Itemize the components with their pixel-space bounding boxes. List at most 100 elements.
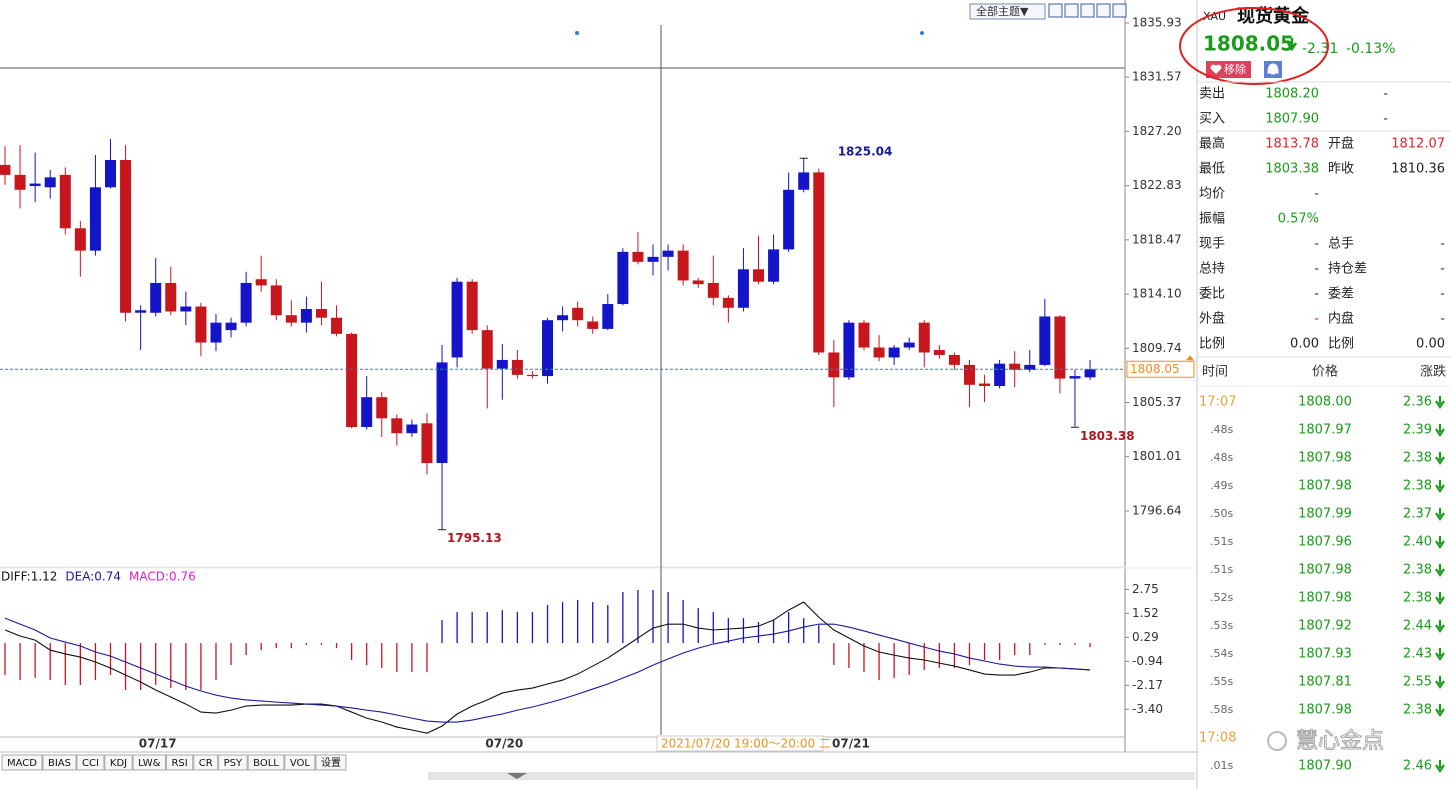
indicator-tab-label[interactable]: CR xyxy=(199,758,213,769)
tick-change: 2.38 xyxy=(1403,703,1432,718)
price-change: -2.31 xyxy=(1302,41,1338,57)
tick-change: 2.39 xyxy=(1403,423,1432,438)
toolbar-icon[interactable] xyxy=(1080,3,1095,18)
indicator-tab[interactable] xyxy=(132,754,166,771)
y-tick-label: 2.75 xyxy=(1132,582,1159,596)
tick-time: .48s xyxy=(1210,451,1233,464)
indicator-tab-label[interactable]: LW& xyxy=(138,758,161,769)
last-price: 1808.05 xyxy=(1203,32,1294,56)
scroll-arrow[interactable] xyxy=(507,773,527,779)
indicator-tab-label[interactable]: CCI xyxy=(82,758,99,769)
indicator-tab-label[interactable]: KDJ xyxy=(110,758,127,769)
candle-body xyxy=(979,383,991,387)
indicator-tab-label[interactable]: RSI xyxy=(171,758,187,769)
indicator-line xyxy=(4,601,1091,734)
candle-body xyxy=(526,374,538,377)
indicator-tab[interactable] xyxy=(165,754,194,771)
field-value: - xyxy=(1440,287,1445,302)
tick-time: .52s xyxy=(1210,591,1233,604)
candle-body xyxy=(406,424,418,434)
candle-body xyxy=(1069,376,1081,379)
y-tick-label: 1827.20 xyxy=(1132,124,1182,138)
scrollbar[interactable] xyxy=(428,772,1195,780)
field-label: 均价 xyxy=(1199,187,1225,202)
x-tick-label: 07/17 xyxy=(139,737,177,751)
tick-change: 2.38 xyxy=(1403,479,1432,494)
field-value: 1810.36 xyxy=(1391,162,1445,177)
field-label: 买入 xyxy=(1199,112,1225,127)
candle-body xyxy=(617,251,629,305)
tick-arrow xyxy=(1435,592,1445,605)
indicator-readout: DIFF:1.12 xyxy=(1,570,57,584)
field-value: 1807.90 xyxy=(1265,112,1319,127)
candle-body xyxy=(89,187,101,251)
indicator-tab[interactable] xyxy=(42,754,77,771)
remove-button-label[interactable]: 移除 xyxy=(1224,62,1246,76)
event-dot xyxy=(920,31,924,35)
candle-body xyxy=(768,249,780,282)
indicator-tab[interactable] xyxy=(315,754,347,771)
indicator-tab[interactable] xyxy=(1,754,43,771)
tick-price: 1807.98 xyxy=(1298,591,1352,606)
candle-body xyxy=(120,159,132,313)
indicator-tab-label[interactable]: PSY xyxy=(224,758,243,769)
candle-body xyxy=(858,322,870,348)
candle-body xyxy=(104,159,116,188)
field-label: 比例 xyxy=(1199,337,1225,352)
field-value: 0.00 xyxy=(1416,337,1445,352)
candle-body xyxy=(346,333,358,428)
crosshair-label: 2021/07/20 19:00～20:00 二 xyxy=(661,737,831,751)
theme-button[interactable] xyxy=(969,3,1046,20)
indicator-tab[interactable] xyxy=(193,754,219,771)
tick-price: 1807.96 xyxy=(1298,535,1352,550)
tick-price: 1807.93 xyxy=(1298,647,1352,662)
candle-body xyxy=(722,297,734,308)
candle-body xyxy=(994,363,1006,387)
tick-arrow xyxy=(1435,536,1445,549)
candle-body xyxy=(180,306,192,312)
candle-body xyxy=(14,174,26,190)
theme-button-label[interactable]: 全部主题▼ xyxy=(976,4,1029,18)
candle-body xyxy=(602,304,614,329)
toolbar-icon[interactable] xyxy=(1112,3,1127,18)
last-price-arrow xyxy=(1186,355,1194,361)
indicator-tab[interactable] xyxy=(104,754,133,771)
tick-time: .54s xyxy=(1210,647,1233,660)
toolbar-icon[interactable] xyxy=(1048,3,1063,18)
high-label: 1825.04 xyxy=(838,145,893,159)
tick-arrow xyxy=(1435,620,1445,633)
candle-body xyxy=(783,189,795,250)
indicator-tab-label[interactable]: 设置 xyxy=(321,757,341,769)
indicator-tab[interactable] xyxy=(218,754,248,771)
tick-price: 1808.00 xyxy=(1298,395,1352,410)
indicator-tab[interactable] xyxy=(284,754,316,771)
x-tick-label: 07/20 xyxy=(485,737,523,751)
candle-body xyxy=(707,282,719,298)
candle-body xyxy=(647,256,659,262)
tick-change: 2.38 xyxy=(1403,451,1432,466)
watermark: 慧心金点 xyxy=(1296,729,1384,754)
indicator-tab[interactable] xyxy=(247,754,285,771)
y-tick-label: -0.94 xyxy=(1132,654,1163,668)
tick-time: .50s xyxy=(1210,507,1233,520)
tick-change: 2.46 xyxy=(1403,759,1432,774)
y-tick-label: 1.52 xyxy=(1132,606,1159,620)
indicator-tab-label[interactable]: MACD xyxy=(7,758,37,769)
field-value: - xyxy=(1383,87,1388,102)
candle-body xyxy=(963,364,975,385)
field-value: - xyxy=(1314,287,1319,302)
watermark-logo xyxy=(1267,731,1287,751)
indicator-tab-label[interactable]: BOLL xyxy=(253,758,279,769)
y-tick-label: 1805.37 xyxy=(1132,395,1182,409)
field-value: - xyxy=(1440,237,1445,252)
indicator-tab-label[interactable]: BIAS xyxy=(48,758,71,769)
indicator-tab[interactable] xyxy=(76,754,105,771)
toolbar-icon[interactable] xyxy=(1064,3,1079,18)
indicator-tab-label[interactable]: VOL xyxy=(290,758,311,769)
field-label: 最低 xyxy=(1199,162,1225,177)
toolbar-icon[interactable] xyxy=(1096,3,1111,18)
tick-arrow xyxy=(1435,480,1445,493)
candle-body xyxy=(692,280,704,285)
field-label: 卖出 xyxy=(1199,87,1225,102)
